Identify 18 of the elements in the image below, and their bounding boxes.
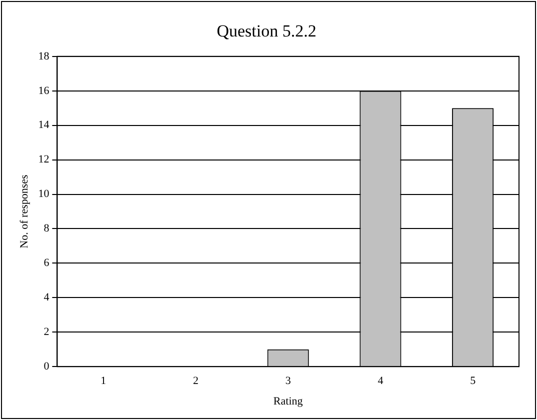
x-tick-label: 5 — [470, 375, 476, 388]
y-tick-label: 8 — [44, 222, 50, 235]
x-axis-title: Rating — [273, 395, 304, 408]
chart-title: Question 5.2.2 — [216, 22, 316, 41]
x-tick-label: 1 — [100, 375, 106, 388]
y-tick-label: 18 — [38, 50, 50, 62]
x-tick-label: 4 — [378, 375, 384, 388]
y-tick-label: 6 — [44, 257, 50, 270]
y-tick-label: 14 — [38, 119, 50, 132]
y-tick-label: 2 — [44, 326, 50, 338]
y-tick-label: 12 — [38, 154, 50, 166]
x-tick-label: 3 — [285, 375, 292, 388]
y-tick-label: 4 — [44, 292, 50, 304]
y-tick-label: 0 — [44, 360, 50, 372]
y-tick-label: 10 — [38, 188, 50, 200]
x-tick-label: 2 — [192, 375, 198, 388]
y-axis-title: No. of responses — [18, 174, 30, 248]
y-tick-label: 16 — [38, 84, 50, 97]
